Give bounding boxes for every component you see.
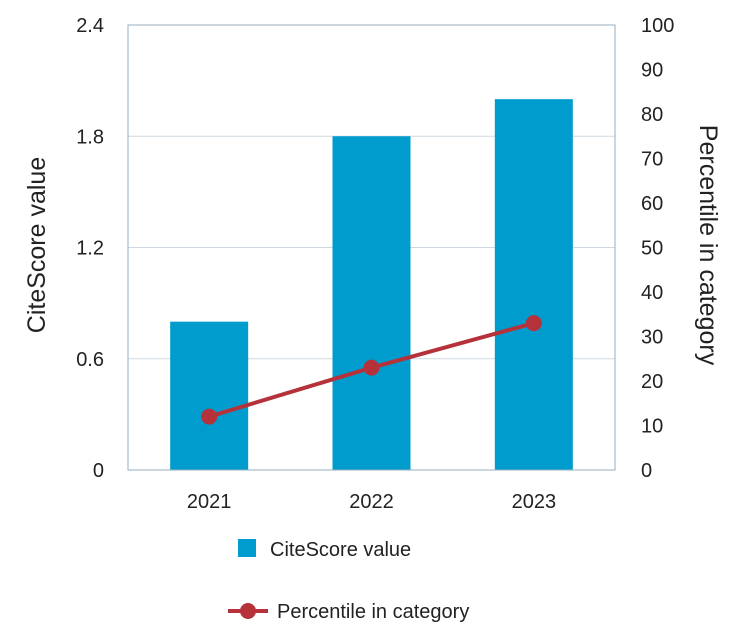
point-2023 [525,315,542,332]
y2-tick-0: 0 [641,460,652,482]
legend-swatch-dot [240,603,256,619]
y2-tick-8: 80 [641,104,663,126]
point-2021 [201,408,218,425]
y2-tick-5: 50 [641,238,663,260]
bar-2023 [494,99,573,471]
legend-label-line: Percentile in category [277,601,469,623]
point-2022 [363,359,380,376]
bar-2022 [332,136,411,470]
percentile-line [201,315,542,425]
left-axis-ticks: 0 0.6 1.2 1.8 2.4 [76,15,104,482]
y-tick-0: 0 [93,460,104,482]
y2-tick-3: 30 [641,327,663,349]
y2-tick-9: 90 [641,60,663,82]
y2-tick-1: 10 [641,416,663,438]
x-axis-ticks: 2021 2022 2023 [187,491,556,513]
right-axis-ticks: 0 10 20 30 40 50 60 70 80 90 100 [641,15,674,482]
right-axis-title: Percentile in category [694,125,722,366]
x-tick-2023: 2023 [512,491,557,513]
y-tick-3: 1.8 [76,126,104,148]
y2-tick-7: 70 [641,149,663,171]
plot-frame [127,24,616,471]
legend: CiteScore value Percentile in category [228,539,469,623]
y2-tick-4: 40 [641,282,663,304]
bars [170,99,573,471]
legend-label-bar: CiteScore value [270,539,411,561]
y2-tick-6: 60 [641,193,663,215]
x-tick-2022: 2022 [349,491,394,513]
left-axis-title: CiteScore value [23,157,51,333]
y-tick-1: 0.6 [76,349,104,371]
y-tick-2: 1.2 [76,238,104,260]
y2-tick-10: 100 [641,15,674,37]
y-tick-4: 2.4 [76,15,104,37]
x-tick-2021: 2021 [187,491,232,513]
y2-tick-2: 20 [641,371,663,393]
bar-2021 [170,321,249,470]
legend-swatch-bar [238,539,256,557]
